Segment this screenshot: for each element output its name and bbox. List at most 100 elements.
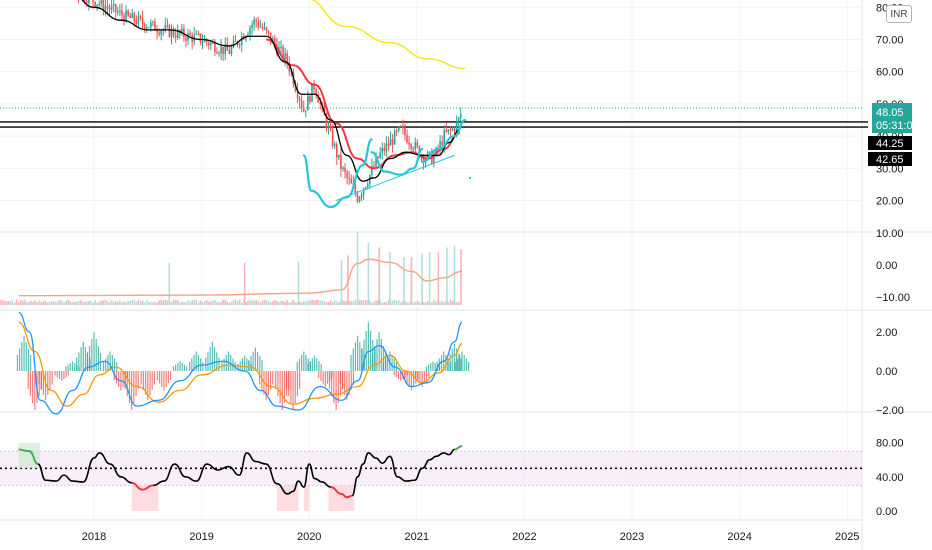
volume-bar xyxy=(1,300,3,305)
volume-bar xyxy=(5,301,8,305)
volume-bar xyxy=(249,299,251,305)
candle-body xyxy=(404,127,406,136)
volume-bar xyxy=(238,299,241,305)
rsi-oversold-zone xyxy=(328,485,355,511)
macd-histogram-bar xyxy=(116,362,118,371)
volume-bar xyxy=(389,252,391,305)
rsi-axis-label: 40.00 xyxy=(876,472,904,484)
candle-body xyxy=(319,102,322,104)
volume-bar xyxy=(168,263,171,305)
volume-bar xyxy=(414,301,417,305)
volume-bar xyxy=(460,249,462,305)
macd-histogram-bar xyxy=(391,355,393,371)
macd-histogram-bar xyxy=(65,371,67,378)
macd-histogram-bar xyxy=(252,351,254,371)
candle-body xyxy=(416,142,419,147)
volume-bar xyxy=(69,301,72,305)
macd-histogram-bar xyxy=(82,341,84,371)
volume-bar xyxy=(183,302,185,305)
candle-body xyxy=(137,16,140,25)
candle-body xyxy=(282,46,284,60)
candle-body xyxy=(389,139,392,146)
macd-histogram-bar xyxy=(254,347,256,371)
candle-body xyxy=(117,11,119,13)
volume-bar xyxy=(327,302,330,305)
volume-bar xyxy=(9,301,12,305)
volume-bar xyxy=(381,302,384,305)
macd-histogram-bar xyxy=(47,371,49,395)
macd-histogram-bar xyxy=(27,348,30,371)
candle-body xyxy=(366,184,369,187)
level-tag-2: 42.65 xyxy=(868,152,912,166)
volume-bar xyxy=(342,300,344,305)
volume-bar xyxy=(457,302,460,305)
candle-body xyxy=(191,35,193,42)
candle-body xyxy=(166,25,169,27)
candle-body xyxy=(358,197,361,202)
pattern-dot xyxy=(468,176,472,180)
volume-bar xyxy=(96,302,98,305)
macd-histogram-bar xyxy=(290,371,292,403)
macd-histogram-bar xyxy=(272,371,274,385)
volume-bar xyxy=(28,301,30,305)
macd-histogram-bar xyxy=(461,351,463,371)
candle-body xyxy=(185,37,187,41)
macd-pane[interactable] xyxy=(16,311,470,415)
volume-bar xyxy=(178,302,181,305)
time-axis-label-2025: 2025 xyxy=(835,531,859,543)
candle-body xyxy=(104,6,107,11)
volume-bar xyxy=(230,301,233,305)
volume-bar xyxy=(406,302,408,305)
candle-body xyxy=(164,25,167,30)
volume-bar xyxy=(449,299,452,305)
candle-body xyxy=(207,42,210,46)
candle-body xyxy=(170,29,173,37)
volume-bar xyxy=(92,302,94,305)
volume-bar xyxy=(340,260,343,305)
macd-histogram-bar xyxy=(213,347,216,371)
pattern-curve-1 xyxy=(302,138,373,209)
volume-bar xyxy=(197,302,200,305)
macd-histogram-bar xyxy=(339,371,341,385)
volume-bar xyxy=(321,300,324,305)
volume-bar xyxy=(110,299,113,305)
rsi-pane[interactable] xyxy=(0,442,862,511)
macd-histogram-bar xyxy=(427,364,430,371)
candle-body xyxy=(402,126,404,128)
volume-bar xyxy=(114,301,117,305)
price-pane[interactable] xyxy=(0,0,868,209)
time-axis-label-2019: 2019 xyxy=(189,531,213,543)
candle-body xyxy=(338,154,340,158)
candle-body xyxy=(187,33,189,41)
macd-histogram-bar xyxy=(163,371,165,391)
volume-bar xyxy=(139,301,142,305)
macd-histogram-bar xyxy=(400,371,402,381)
candle-body xyxy=(383,147,386,152)
candle-body xyxy=(253,19,255,25)
macd-histogram-bar xyxy=(344,371,346,395)
volume-pane[interactable] xyxy=(0,231,463,305)
macd-histogram-bar xyxy=(350,354,352,371)
candle-body xyxy=(267,30,270,33)
candle-body xyxy=(356,193,359,202)
macd-histogram-bar xyxy=(395,371,397,378)
macd-axis-label: 0.00 xyxy=(876,366,897,378)
macd-histogram-bar xyxy=(89,346,91,371)
macd-histogram-bar xyxy=(149,371,151,395)
volume-bar xyxy=(255,300,258,305)
volume-bar xyxy=(212,300,214,305)
macd-histogram-bar xyxy=(183,364,186,371)
macd-histogram-bar xyxy=(335,371,337,410)
rsi-axis-label: 80.00 xyxy=(876,438,904,450)
volume-bar xyxy=(187,300,189,305)
macd-histogram-bar xyxy=(78,352,80,371)
volume-bar xyxy=(59,299,61,305)
candle-body xyxy=(226,44,229,51)
volume-bar xyxy=(191,300,193,305)
macd-histogram-bar xyxy=(299,371,301,389)
macd-histogram-bar xyxy=(38,371,40,385)
volume-bar xyxy=(156,302,158,305)
currency-badge[interactable]: INR xyxy=(886,5,912,23)
macd-histogram-bar xyxy=(241,358,244,371)
